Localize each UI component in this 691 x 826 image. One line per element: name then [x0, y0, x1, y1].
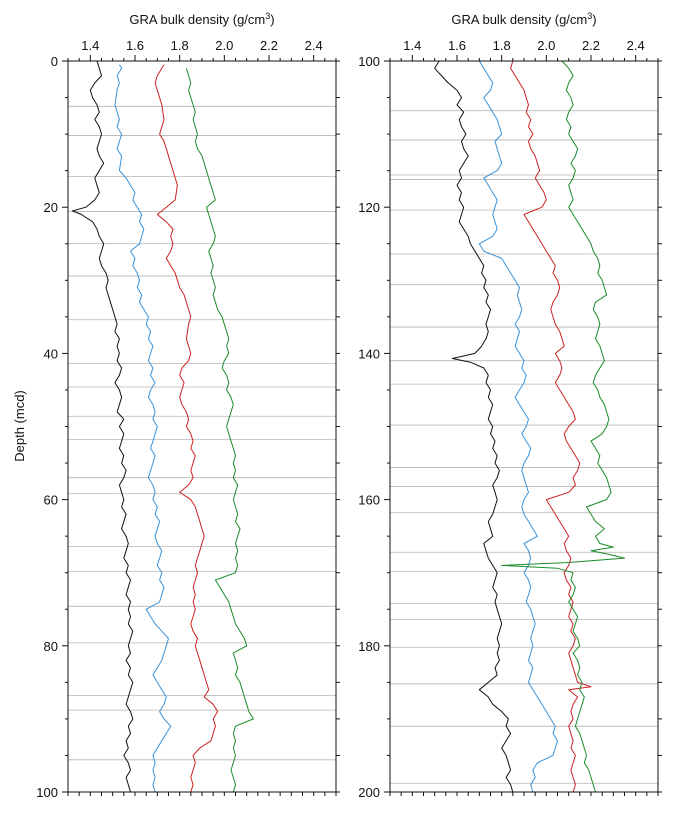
- density-series-4: [185, 68, 254, 793]
- y-tick-label: 60: [44, 493, 58, 508]
- panel-title: GRA bulk density (g/cm3): [451, 11, 596, 27]
- panel-left: 1.4 1.6 1.8 2.0 2.2 2.4 0 20 40 60 80 100 GRA bulk d…: [36, 11, 340, 800]
- density-series-4: [501, 60, 625, 793]
- density-series-3: [510, 60, 592, 793]
- y-tick-label: 180: [358, 639, 380, 654]
- x-tick-label: 2.4: [627, 38, 645, 53]
- y-tick-label: 100: [36, 785, 58, 800]
- y-tick-label: 200: [358, 785, 380, 800]
- panel-right: 1.4 1.6 1.8 2.0 2.2 2.4 100 120 140 160 180 200 GRA …: [358, 11, 662, 800]
- y-tick-label: 140: [358, 346, 380, 361]
- x-tick-label: 2.2: [582, 38, 600, 53]
- y-tick-label: 100: [358, 54, 380, 69]
- x-tick-label: 2.4: [305, 38, 323, 53]
- x-tick-label: 1.8: [171, 38, 189, 53]
- plot-frame: [67, 60, 337, 793]
- plot-frame: [389, 60, 659, 793]
- y-tick-label: 20: [44, 200, 58, 215]
- y-tick-label: 120: [358, 200, 380, 215]
- y-tick-label: 40: [44, 346, 58, 361]
- density-series-1: [72, 60, 134, 793]
- y-tick-label: 160: [358, 493, 380, 508]
- x-tick-label: 2.0: [215, 38, 233, 53]
- density-series-2: [478, 60, 558, 793]
- x-tick-label: 1.4: [403, 38, 421, 53]
- x-tick-label: 2.0: [537, 38, 555, 53]
- density-series-3: [154, 64, 219, 793]
- panel-title: GRA bulk density (g/cm3): [129, 11, 274, 27]
- x-tick-label: 2.2: [260, 38, 278, 53]
- x-tick-label: 1.8: [493, 38, 511, 53]
- x-tick-label: 1.6: [126, 38, 144, 53]
- y-tick-label: 80: [44, 639, 58, 654]
- depth-axis-title: Depth (mcd): [12, 390, 27, 462]
- density-series-2: [114, 64, 172, 793]
- x-tick-label: 1.6: [448, 38, 466, 53]
- y-tick-label: 0: [51, 54, 58, 69]
- x-tick-label: 1.4: [81, 38, 99, 53]
- density-series-1: [434, 60, 514, 793]
